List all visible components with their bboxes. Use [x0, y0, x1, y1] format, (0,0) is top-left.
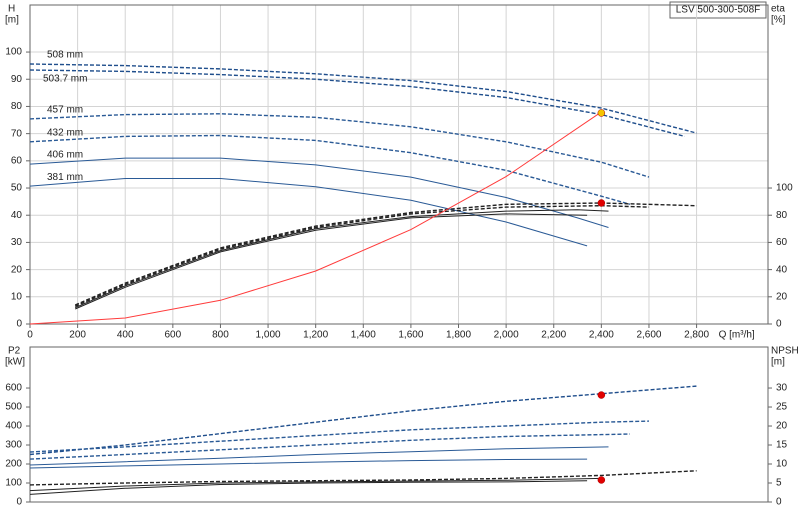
- x-axis-label: Q [m³/h]: [719, 330, 755, 341]
- y-tick-label: 10: [11, 291, 23, 302]
- curve-label: 457 mm: [47, 105, 83, 116]
- y2-tick-label: 60: [776, 237, 788, 248]
- y2-tick-label: 80: [776, 210, 788, 221]
- y-tick-label: 500: [5, 402, 22, 413]
- y-tick-label: 0: [16, 497, 22, 508]
- y2-tick-label: 10: [776, 459, 788, 470]
- y-tick-label: 20: [11, 264, 23, 275]
- x-tick-label: 200: [69, 330, 86, 341]
- x-tick-label: 1,000: [256, 330, 281, 341]
- curve: [29, 63, 697, 134]
- x-tick-label: 1,400: [351, 330, 376, 341]
- y2-tick-label: 20: [776, 291, 788, 302]
- plot-frame: [29, 346, 769, 503]
- curve: [29, 134, 631, 205]
- y2-axis-unit: [m]: [771, 357, 785, 368]
- chart-title: LSV 500-300-508F: [676, 5, 761, 16]
- y-axis-unit: [m]: [5, 15, 19, 26]
- y-tick-label: 40: [11, 210, 23, 221]
- y2-tick-label: 15: [776, 440, 788, 451]
- y-tick-label: 100: [5, 478, 22, 489]
- x-tick-label: 2,200: [541, 330, 566, 341]
- y2-tick-label: 25: [776, 402, 788, 413]
- y2-axis-unit: [%]: [771, 15, 786, 26]
- curve-label: 381 mm: [47, 172, 83, 183]
- y-axis-label: P2: [8, 346, 21, 357]
- y-axis-label: H: [8, 4, 15, 15]
- y-tick-label: 400: [5, 421, 22, 432]
- curve-label: 406 mm: [47, 150, 83, 161]
- curve: [74, 204, 650, 307]
- curve: [29, 433, 630, 460]
- duty-point: [597, 109, 606, 117]
- curve: [29, 111, 602, 325]
- y2-tick-label: 0: [776, 319, 782, 330]
- y2-tick-label: 30: [776, 383, 788, 394]
- curve-label: 432 mm: [47, 127, 83, 138]
- y-tick-label: 60: [11, 155, 23, 166]
- x-tick-label: 1,200: [303, 330, 328, 341]
- curve: [29, 113, 650, 178]
- curve: [29, 477, 602, 492]
- curve-label: 503.7 mm: [43, 74, 87, 85]
- curve-label: 508 mm: [47, 50, 83, 61]
- x-tick-label: 2,000: [494, 330, 519, 341]
- curve: [29, 470, 697, 486]
- curve: [29, 385, 697, 456]
- x-tick-label: 800: [212, 330, 229, 341]
- y2-tick-label: 0: [776, 497, 782, 508]
- y2-tick-label: 100: [776, 183, 793, 194]
- title-box: [669, 1, 767, 19]
- curve: [29, 446, 609, 466]
- y-tick-label: 0: [16, 319, 22, 330]
- x-tick-label: 400: [117, 330, 134, 341]
- y-tick-label: 90: [11, 74, 23, 85]
- y-tick-label: 100: [5, 47, 22, 58]
- x-tick-label: 600: [164, 330, 181, 341]
- y2-axis-label: eta: [771, 4, 785, 15]
- y-tick-label: 70: [11, 128, 23, 139]
- y-tick-label: 30: [11, 237, 23, 248]
- curve: [75, 213, 588, 310]
- y-tick-label: 50: [11, 183, 23, 194]
- x-tick-label: 1,800: [446, 330, 471, 341]
- x-tick-label: 2,800: [684, 330, 709, 341]
- y-tick-label: 600: [5, 383, 22, 394]
- x-tick-label: 2,600: [636, 330, 661, 341]
- x-tick-label: 1,600: [398, 330, 423, 341]
- x-tick-label: 2,400: [589, 330, 614, 341]
- duty-point: [597, 391, 606, 399]
- y-axis-unit: [kW]: [5, 357, 25, 368]
- curve: [29, 178, 588, 247]
- y2-tick-label: 5: [776, 478, 782, 489]
- y-tick-label: 300: [5, 440, 22, 451]
- y2-tick-label: 20: [776, 421, 788, 432]
- y2-axis-label: NPSH: [771, 346, 799, 357]
- duty-point: [597, 476, 606, 484]
- y-tick-label: 200: [5, 459, 22, 470]
- curve: [29, 69, 685, 138]
- curve: [75, 209, 609, 309]
- curve: [29, 420, 650, 453]
- x-tick-label: 0: [27, 330, 33, 341]
- duty-point: [597, 199, 606, 207]
- y-tick-label: 80: [11, 101, 23, 112]
- curve: [29, 458, 588, 469]
- curve: [74, 202, 697, 306]
- plot-frame: [29, 4, 769, 325]
- y2-tick-label: 40: [776, 264, 788, 275]
- curve: [29, 480, 588, 495]
